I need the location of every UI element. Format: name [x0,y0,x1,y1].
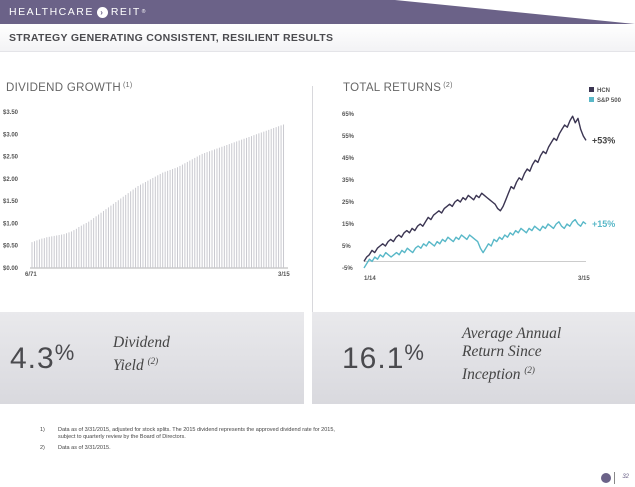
dividend-yield-label: Dividend Yield (2) [113,334,170,375]
y-tick-label: -5% [342,266,353,272]
y-tick-label: 65% [342,112,355,118]
total-returns-heading: TOTAL RETURNS (2) [343,82,453,94]
x-start-label: 6/71 [25,272,37,278]
dividend-growth-chart: $3.50 $3.00 $2.50 $2.00 $1.50 $1.00 $0.50 $0.00… [3,110,290,278]
logo-text-2: REIT [110,6,141,18]
logo: HEALTHCARE › REIT ® [9,6,147,18]
legend-swatch [589,87,594,92]
x-start-label: 1/14 [364,276,376,282]
hcn-series-line [363,115,587,262]
footnote-1: 1) Data as of 3/31/2015, adjusted for st… [40,427,335,440]
sp500-series-line [363,218,587,269]
annual-return-label: Average Annual Return Since Inception (2… [462,325,562,384]
y-tick-label: $0.50 [3,244,19,250]
footnotes: 1) Data as of 3/31/2015, adjusted for st… [40,427,335,456]
page-number: 32 [622,474,629,480]
x-end-label: 3/15 [578,276,590,282]
section-divider [312,86,313,382]
trademark: ® [141,9,147,15]
y-tick-label: $3.00 [3,132,19,138]
y-tick-label: $0.00 [3,266,19,272]
dividend-growth-heading: DIVIDEND GROWTH (1) [6,82,133,94]
hcn-end-label: +53% [592,135,615,145]
y-tick-label: $2.00 [3,177,19,183]
x-end-label: 3/15 [278,272,290,278]
page-title: STRATEGY GENERATING CONSISTENT, RESILIEN… [9,32,334,44]
returns-footnote-ref: (2) [443,82,453,89]
dividend-footnote-ref: (1) [123,82,133,89]
y-tick-label: 25% [342,200,355,206]
y-tick-label: 35% [342,178,355,184]
y-tick-label: 45% [342,156,355,162]
footnote-2: 2) Data as of 3/31/2015. [40,445,111,451]
title-row: STRATEGY GENERATING CONSISTENT, RESILIEN… [0,24,635,52]
total-returns-label: TOTAL RETURNS [343,82,442,94]
annual-return-band: 16.1% Average Annual Return Since Incept… [312,312,635,404]
y-tick-label: 15% [342,222,355,228]
y-tick-label: $2.50 [3,155,19,161]
total-returns-chart: 65% 55% 45% 35% 25% 15% 5% -5% HCN S&P 500 +53% +15… [342,87,622,282]
legend-label: S&P 500 [597,98,622,104]
logo-mark-icon: › [96,6,108,18]
dividend-yield-value: 4.3% [10,340,76,375]
y-tick-label: 5% [342,244,351,250]
y-tick-label: $1.00 [3,221,19,227]
dividend-growth-label: DIVIDEND GROWTH [6,82,122,94]
y-tick-label: $3.50 [3,110,19,116]
dividend-yield-band: 4.3% Dividend Yield (2) [0,312,304,404]
y-tick-label: 55% [342,134,355,140]
annual-return-value: 16.1% [342,340,425,375]
header-bar: HEALTHCARE › REIT ® [0,0,635,24]
logo-text: HEALTHCARE [9,6,94,18]
legend-label: HCN [597,88,610,94]
y-tick-label: $1.50 [3,199,19,205]
footer-separator [614,472,615,484]
footer-logo-icon [601,473,611,483]
legend-swatch [589,97,594,102]
sp500-end-label: +15% [592,219,615,229]
